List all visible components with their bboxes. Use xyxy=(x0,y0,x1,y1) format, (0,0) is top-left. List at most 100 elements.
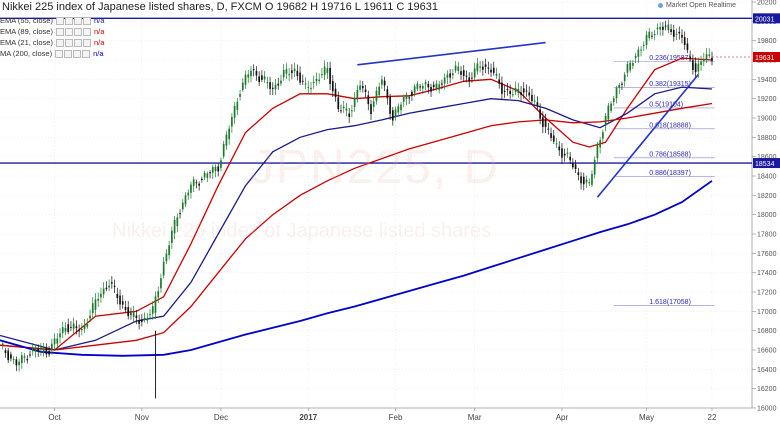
candle-body xyxy=(408,97,411,99)
candles xyxy=(1,19,713,399)
fib-level-label: 0.786(18588) xyxy=(649,151,691,158)
candle-body xyxy=(640,49,642,51)
candle-body xyxy=(244,74,247,85)
candle-body xyxy=(405,94,408,100)
legend-item: EMA (21, close) n/a xyxy=(0,38,104,47)
candle-body xyxy=(56,338,59,344)
candle-body xyxy=(277,83,280,86)
candle-body xyxy=(203,172,206,178)
y-tick-label: 19800 xyxy=(757,38,777,45)
x-tick-label: Apr xyxy=(556,413,569,422)
candle-body xyxy=(391,110,394,121)
candle-body xyxy=(506,89,509,91)
legend-settings-icon[interactable] xyxy=(55,16,91,25)
candle-body xyxy=(184,195,187,205)
candle-body xyxy=(162,261,165,276)
candle-body xyxy=(689,56,692,59)
candle-body xyxy=(441,83,443,85)
candle-body xyxy=(411,91,413,96)
x-tick-label: Mar xyxy=(468,413,482,422)
price-tag-label: 20031 xyxy=(755,16,775,23)
candle-body xyxy=(386,89,389,99)
watermark-symbol: JPN225, D xyxy=(250,141,501,194)
candle-body xyxy=(154,296,157,313)
y-tick-label: 16200 xyxy=(757,386,777,393)
candle-body xyxy=(31,347,34,352)
candle-body xyxy=(168,245,170,256)
candle-body xyxy=(381,79,383,85)
x-tick-label: Dec xyxy=(214,413,228,422)
candle-body xyxy=(176,217,179,227)
candle-body xyxy=(312,81,315,84)
candle-body xyxy=(266,82,269,84)
x-tick-label: Nov xyxy=(135,413,149,422)
candle-body xyxy=(596,145,599,159)
legend-settings-icon[interactable] xyxy=(55,49,91,58)
candle-body xyxy=(435,83,438,89)
candle-body xyxy=(550,133,552,138)
candle-body xyxy=(531,94,533,102)
candle-body xyxy=(34,348,37,352)
legend-value: n/a xyxy=(93,27,105,36)
candle-body xyxy=(209,172,211,174)
legend-value: n/a xyxy=(93,38,105,47)
candle-body xyxy=(97,298,100,301)
y-tick-label: 19400 xyxy=(757,77,777,84)
y-tick-label: 18000 xyxy=(757,212,777,219)
candle-body xyxy=(479,66,481,68)
candle-body xyxy=(10,354,12,359)
candle-body xyxy=(370,104,372,114)
current-price-label: 19631 xyxy=(755,55,775,62)
candle-body xyxy=(187,192,190,196)
candle-body xyxy=(711,57,713,62)
y-tick-label: 20200 xyxy=(757,0,777,7)
candle-body xyxy=(443,77,446,84)
candle-body xyxy=(656,27,659,30)
fib-level-label: 0.5(19104) xyxy=(649,101,683,108)
candle-body xyxy=(602,132,604,139)
candle-body xyxy=(217,166,220,172)
candle-body xyxy=(15,359,18,366)
candle-body xyxy=(348,113,351,117)
candle-body xyxy=(430,87,432,92)
candle-body xyxy=(135,315,138,318)
legend-settings-icon[interactable] xyxy=(55,38,91,47)
candle-body xyxy=(446,74,449,78)
y-tick-label: 17200 xyxy=(757,290,777,297)
candle-body xyxy=(7,350,10,361)
candle-body xyxy=(542,117,544,127)
candle-body xyxy=(130,313,132,315)
candle-body xyxy=(637,49,640,57)
candle-body xyxy=(70,326,72,328)
price-tag-label: 18534 xyxy=(755,161,775,168)
candle-body xyxy=(389,97,391,114)
candle-body xyxy=(143,317,146,320)
series-line xyxy=(0,86,713,351)
candle-body xyxy=(121,301,124,305)
candle-body xyxy=(157,291,160,298)
candle-body xyxy=(634,56,637,59)
candle-body xyxy=(514,87,517,93)
candle-body xyxy=(64,327,67,332)
candle-body xyxy=(252,69,255,71)
candle-body xyxy=(192,179,195,186)
candle-body xyxy=(528,92,531,96)
series-line xyxy=(0,180,713,357)
candle-body xyxy=(547,128,550,130)
y-tick-label: 18600 xyxy=(757,154,777,161)
candle-body xyxy=(632,63,634,66)
candle-body xyxy=(678,31,681,34)
candle-body xyxy=(372,101,375,107)
fib-level-label: 0.618(18888) xyxy=(649,122,691,129)
candle-body xyxy=(525,90,528,92)
candle-body xyxy=(645,34,648,46)
candle-body xyxy=(364,89,367,93)
legend-settings-icon[interactable] xyxy=(55,27,91,36)
candle-body xyxy=(662,26,664,30)
candle-body xyxy=(222,143,225,157)
status-dot-icon xyxy=(657,3,663,8)
y-tick-label: 17600 xyxy=(757,251,777,258)
candle-body xyxy=(288,74,291,76)
candle-body xyxy=(214,166,217,172)
